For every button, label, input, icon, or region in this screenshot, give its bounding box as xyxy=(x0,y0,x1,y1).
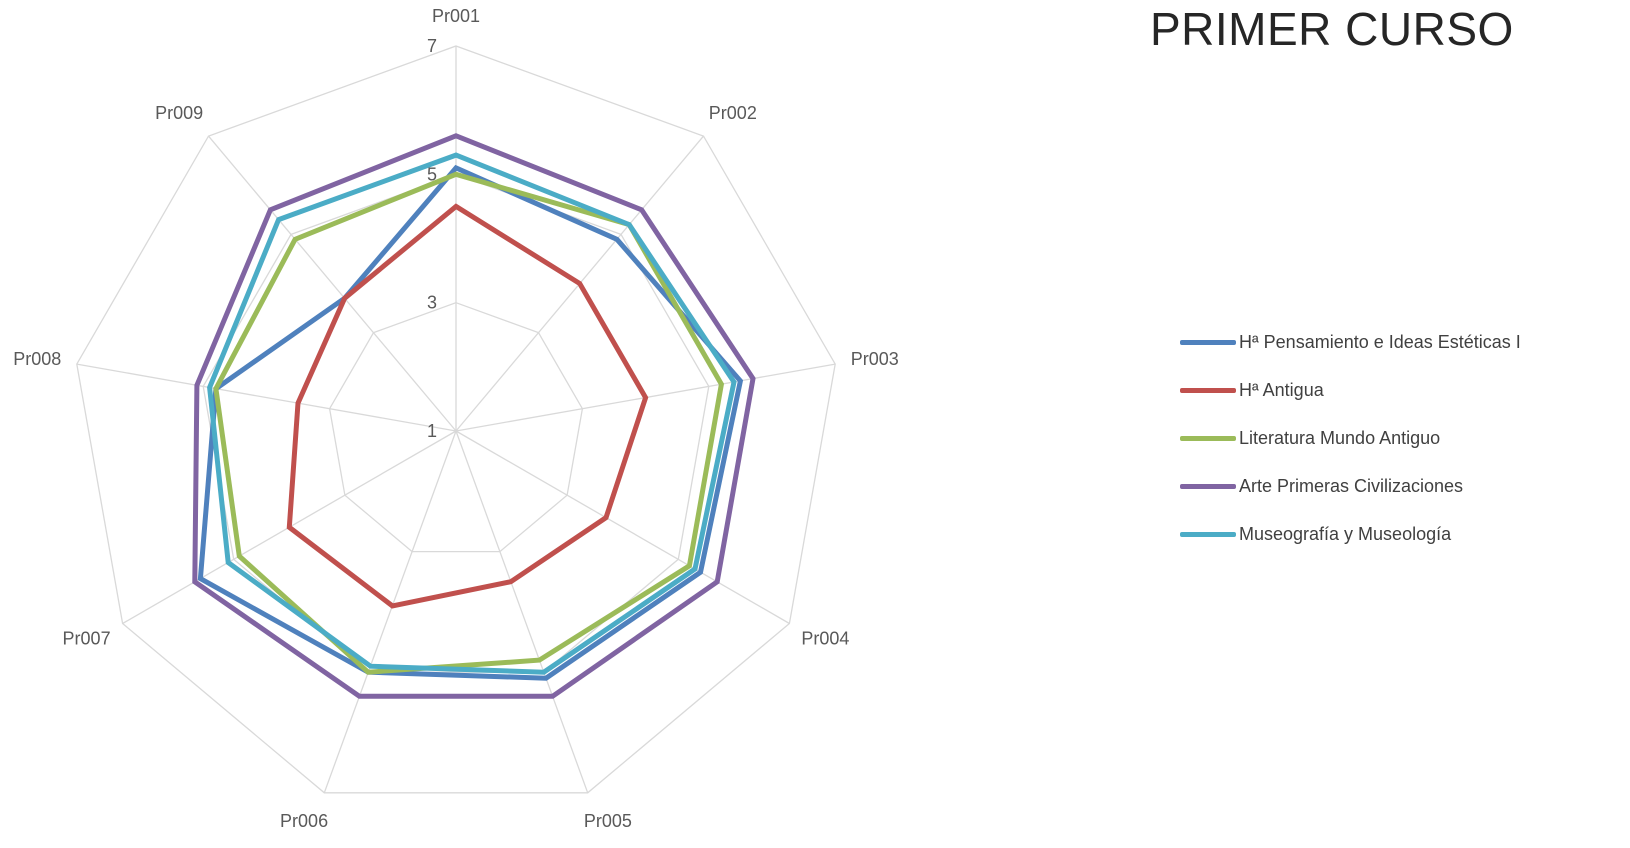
spoke-Pr005 xyxy=(455,430,589,794)
category-label-Pr006: Pr006 xyxy=(280,811,328,831)
legend-item: Hª Antigua xyxy=(1180,366,1620,414)
spoke-Pr009 xyxy=(208,135,457,432)
legend-label: Literatura Mundo Antiguo xyxy=(1239,427,1441,448)
legend-swatch xyxy=(1180,387,1236,393)
category-label-Pr002: Pr002 xyxy=(709,103,757,123)
tick-label-1: 1 xyxy=(427,421,437,441)
category-label-Pr009: Pr009 xyxy=(155,103,203,123)
grid-ring-5 xyxy=(202,173,710,673)
spoke-Pr004 xyxy=(455,430,790,625)
chart-title: PRIMER CURSO xyxy=(1150,3,1514,55)
category-label-Pr008: Pr008 xyxy=(13,349,61,369)
tick-label-7: 7 xyxy=(427,36,437,56)
legend-item: Hª Pensamiento e Ideas Estéticas I xyxy=(1180,318,1620,366)
spoke-Pr006 xyxy=(323,430,457,794)
tick-label-3: 3 xyxy=(427,293,437,313)
category-label-Pr004: Pr004 xyxy=(801,629,849,649)
chart-legend: Hª Pensamiento e Ideas Estéticas I Hª Ant… xyxy=(1180,318,1620,558)
category-label-Pr001: Pr001 xyxy=(432,6,480,26)
grid-ring-7 xyxy=(76,45,836,794)
legend-label: Arte Primeras Civilizaciones xyxy=(1239,475,1464,496)
legend-label: Hª Pensamiento e Ideas Estéticas I xyxy=(1239,331,1521,352)
legend-swatch xyxy=(1180,435,1236,441)
series-line-5 xyxy=(207,152,737,675)
legend-label: Hª Antigua xyxy=(1239,379,1324,400)
legend-item: Museografía y Museología xyxy=(1180,510,1620,558)
legend-item: Literatura Mundo Antiguo xyxy=(1180,414,1620,462)
category-label-Pr003: Pr003 xyxy=(851,349,899,369)
legend-swatch xyxy=(1180,531,1236,537)
legend-swatch xyxy=(1180,483,1236,489)
series-line-3 xyxy=(213,171,725,675)
legend-swatch xyxy=(1180,339,1236,345)
category-label-Pr005: Pr005 xyxy=(584,811,632,831)
legend-item: Arte Primeras Civilizaciones xyxy=(1180,462,1620,510)
series-line-2 xyxy=(286,203,649,609)
spoke-Pr008 xyxy=(76,363,457,432)
tick-label-5: 5 xyxy=(427,164,437,184)
series-line-4 xyxy=(192,133,756,699)
grid-ring-3 xyxy=(328,302,584,553)
legend-label: Museografía y Museología xyxy=(1239,523,1452,544)
category-label-Pr007: Pr007 xyxy=(63,629,111,649)
